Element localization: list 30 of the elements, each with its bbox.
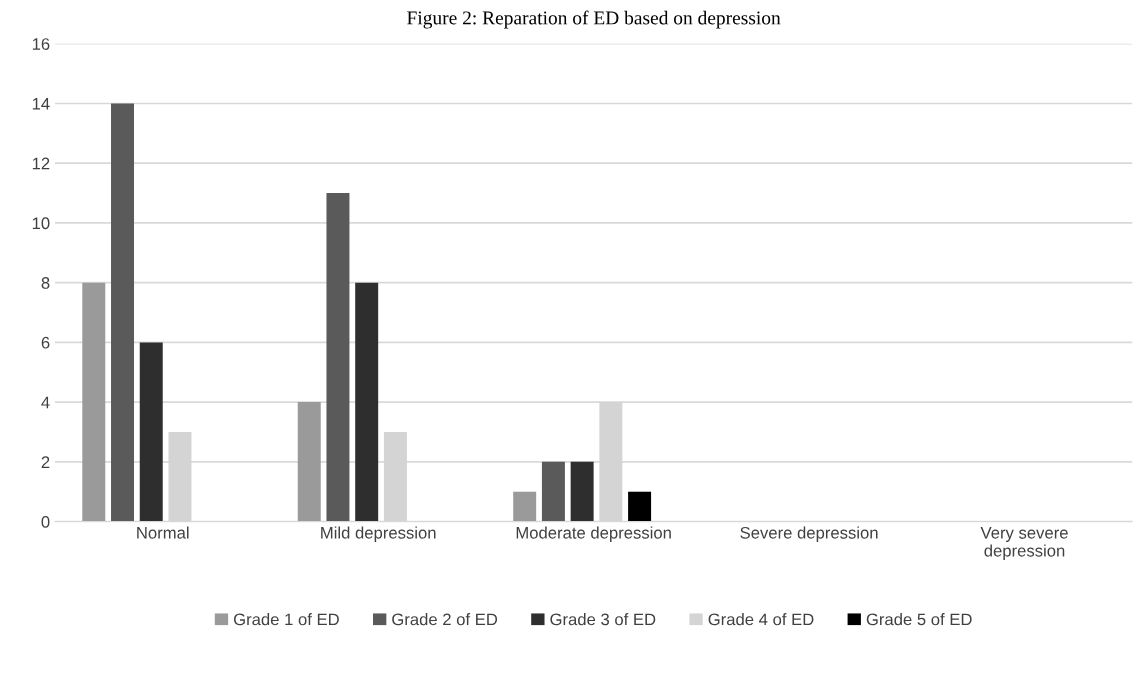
y-tick-label: 14	[32, 98, 50, 110]
legend-label: Grade 1 of ED	[233, 613, 339, 626]
y-tick-label: 4	[41, 396, 50, 409]
legend-label: Grade 4 of ED	[708, 613, 814, 626]
bar	[628, 491, 652, 522]
bar	[139, 342, 163, 522]
bar	[570, 461, 594, 522]
bar	[513, 491, 537, 522]
x-tick-label: Moderate depression	[516, 526, 671, 542]
y-tick-label: 12	[32, 157, 50, 170]
bar	[326, 193, 350, 522]
y-tick-label: 8	[41, 277, 50, 289]
bar	[82, 282, 106, 522]
legend-label: Grade 5 of ED	[866, 613, 972, 626]
y-tick-label: 0	[41, 515, 50, 528]
x-tick-label: Very severe depression	[980, 527, 1068, 560]
x-tick-label: Severe depression	[740, 526, 878, 542]
x-tick-label: Normal	[137, 526, 189, 539]
chart-title: Figure 2: Reparation of ED based on depression	[407, 10, 781, 29]
x-tick-label: Mild depression	[321, 526, 436, 542]
y-tick-label: 16	[32, 38, 50, 50]
legend-label: Grade 2 of ED	[392, 613, 498, 626]
bar	[111, 103, 135, 522]
y-tick-label: 10	[32, 217, 50, 230]
bar	[541, 461, 565, 522]
bar	[355, 282, 379, 522]
y-tick-label: 2	[41, 456, 50, 468]
legend-label: Grade 3 of ED	[550, 613, 656, 626]
bar	[297, 402, 321, 522]
y-tick-label: 6	[41, 336, 50, 349]
